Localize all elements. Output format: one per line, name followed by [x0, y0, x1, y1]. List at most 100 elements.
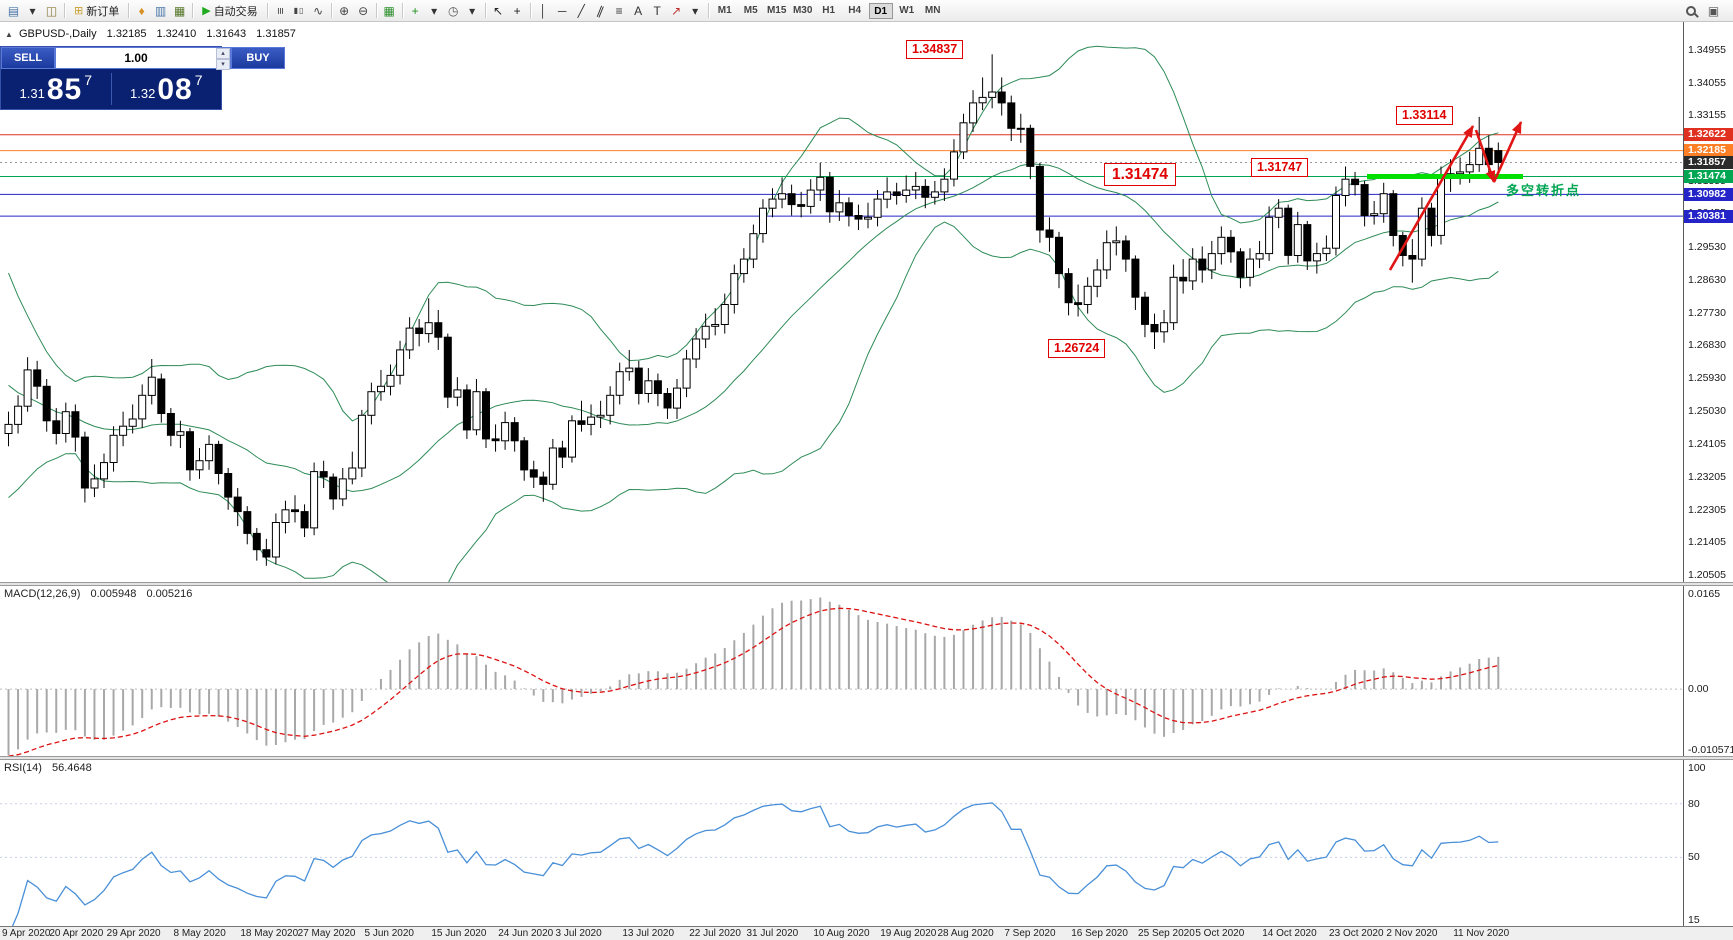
new-chart-icon[interactable]: ▤: [7, 3, 20, 18]
lot-stepper: ▴ ▾: [216, 48, 230, 70]
timeframe-m5[interactable]: M5: [743, 4, 758, 16]
one-click-prices: 1.31 85 7 1.32 08 7: [1, 69, 221, 109]
data-window-icon[interactable]: ▦: [174, 3, 186, 18]
symbol-period: GBPUSD-,Daily: [18, 28, 97, 40]
text-label-icon[interactable]: T: [653, 3, 661, 18]
crosshair-icon[interactable]: +: [513, 3, 521, 18]
date-label: 19 Aug 2020: [880, 928, 937, 939]
one-click-collapse-icon[interactable]: ▲: [5, 30, 13, 39]
toolbar: ▤ ▾ ◫ ⊞ 新订单 ♦ ▥ ▦ ▶ 自动交易 ≡ ▮▯ ∿ ⊕ ⊖ ▦ + ▾ ◷ ▾ ↖ + │ ─ ╱ ∥ ≡ A T ↗ ▾ M1…: [0, 0, 1733, 22]
price-axis[interactable]: 1.349551.340551.331551.322551.313551.304…: [1683, 22, 1733, 582]
price-tick: 1.27730: [1688, 306, 1726, 319]
date-label: 31 Jul 2020: [746, 928, 799, 939]
templates-caret-icon[interactable]: ▾: [469, 3, 476, 18]
lot-size-input[interactable]: [56, 48, 216, 68]
timeframe-d1[interactable]: D1: [868, 2, 893, 19]
toolbar-separator: [401, 3, 403, 18]
macd-tick: 0.00: [1688, 683, 1709, 696]
bar-chart-icon[interactable]: ≡: [273, 6, 288, 14]
ohlc-high: 1.32410: [156, 28, 197, 40]
fibonacci-icon[interactable]: ≡: [615, 3, 623, 18]
price-tick: 1.22305: [1688, 503, 1726, 516]
price-tick: 1.34955: [1688, 44, 1726, 56]
toolbar-separator: [330, 3, 332, 18]
date-label: 5 Jun 2020: [364, 928, 415, 939]
period-icon[interactable]: ◷: [447, 3, 459, 18]
auto-trading-button[interactable]: ▶ 自动交易: [196, 2, 263, 20]
timeframe-mn[interactable]: MN: [924, 4, 941, 16]
toolbar-separator: [266, 3, 268, 18]
arrows-icon[interactable]: ↗: [671, 3, 682, 18]
date-label: 11 Nov 2020: [1453, 928, 1510, 939]
price-tick: 1.25930: [1688, 371, 1726, 384]
rsi-canvas[interactable]: [0, 760, 1683, 926]
magnifier-glass: [1685, 5, 1696, 16]
price-tick: 1.21405: [1688, 536, 1726, 549]
zoom-out-icon[interactable]: ⊖: [358, 3, 369, 18]
price-level-box: 1.31857: [1684, 156, 1733, 170]
date-label: 10 Aug 2020: [813, 928, 870, 939]
window-list-icon[interactable]: ▣: [1707, 3, 1720, 18]
new-order-button[interactable]: ⊞ 新订单: [68, 2, 125, 20]
macd-name: MACD(12,26,9): [4, 588, 81, 600]
buy-price-big: 08: [157, 73, 193, 106]
lot-increase-button[interactable]: ▴: [216, 48, 230, 59]
sell-price-small: 1.31: [19, 86, 45, 101]
toolbar-separator: [128, 3, 130, 18]
sell-button[interactable]: SELL: [1, 47, 55, 69]
price-chart-canvas[interactable]: [0, 22, 1683, 582]
rsi-tick: 15: [1688, 914, 1700, 926]
timeframe-m15[interactable]: M15: [766, 4, 787, 16]
arrows-caret-icon[interactable]: ▾: [692, 3, 699, 18]
toolbar-separator: [375, 3, 377, 18]
date-label: 2 Nov 2020: [1386, 928, 1438, 939]
price-tick: 1.26830: [1688, 339, 1726, 352]
timeframe-h1[interactable]: H1: [822, 4, 836, 16]
timeframe-h4[interactable]: H4: [848, 4, 862, 16]
date-label: 27 May 2020: [297, 928, 356, 939]
vertical-line-icon[interactable]: │: [539, 3, 547, 18]
rsi-axis: 100 80 50 15: [1683, 760, 1733, 926]
panel-splitter[interactable]: [0, 582, 1733, 586]
timeframe-m30[interactable]: M30: [792, 4, 813, 16]
candlestick-chart-icon[interactable]: ▮▯: [293, 6, 305, 15]
buy-button[interactable]: BUY: [231, 47, 285, 69]
main-chart-panel: ▲ GBPUSD-,Daily 1.32185 1.32410 1.31643 …: [0, 22, 1733, 582]
search-icon[interactable]: [1681, 2, 1700, 20]
cursor-icon[interactable]: ↖: [493, 3, 504, 18]
rsi-label: RSI(14) 56.4648: [4, 762, 92, 774]
time-axis[interactable]: 9 Apr 2020 20 Apr 2020 29 Apr 2020 8 May 20…: [0, 926, 1733, 940]
timeframe-m1[interactable]: M1: [717, 4, 732, 16]
indicators-caret-icon[interactable]: ▾: [431, 3, 438, 18]
indicators-icon[interactable]: +: [411, 3, 419, 18]
line-chart-icon[interactable]: ∿: [313, 3, 324, 18]
auto-trading-button-label: 自动交易: [213, 5, 258, 18]
text-icon[interactable]: A: [634, 3, 643, 18]
sell-price-big: 85: [46, 73, 83, 106]
lot-decrease-button[interactable]: ▾: [216, 59, 230, 70]
rsi-tick: 100: [1688, 762, 1706, 774]
buy-price-display[interactable]: 1.32 08 7: [112, 69, 222, 109]
sell-price-display[interactable]: 1.31 85 7: [1, 69, 111, 109]
price-level-box: 1.31474: [1684, 169, 1733, 183]
date-label: 13 Jul 2020: [622, 928, 675, 939]
toolbar-right-icons: ▣: [1681, 2, 1729, 20]
panel-splitter[interactable]: [0, 756, 1733, 760]
tile-windows-icon[interactable]: ▦: [383, 3, 395, 18]
macd-canvas[interactable]: [0, 586, 1683, 756]
ohlc-low: 1.31643: [206, 28, 247, 40]
mql5-market-icon[interactable]: ♦: [138, 3, 145, 18]
toolbar-separator: [192, 3, 194, 18]
horizontal-line-icon[interactable]: ─: [557, 3, 567, 18]
timeframe-w1[interactable]: W1: [899, 4, 915, 16]
price-tick: 1.29530: [1688, 241, 1726, 254]
price-tick: 1.34055: [1688, 76, 1726, 89]
charts-window-icon[interactable]: ▥: [155, 3, 167, 18]
profiles-icon[interactable]: ◫: [45, 3, 58, 18]
trendline-icon[interactable]: ╱: [577, 3, 585, 18]
sell-price-sup: 7: [84, 72, 92, 88]
rsi-value: 56.4648: [51, 762, 92, 774]
zoom-in-icon[interactable]: ⊕: [339, 3, 350, 18]
chart-dropdown-caret-icon[interactable]: ▾: [29, 3, 36, 18]
